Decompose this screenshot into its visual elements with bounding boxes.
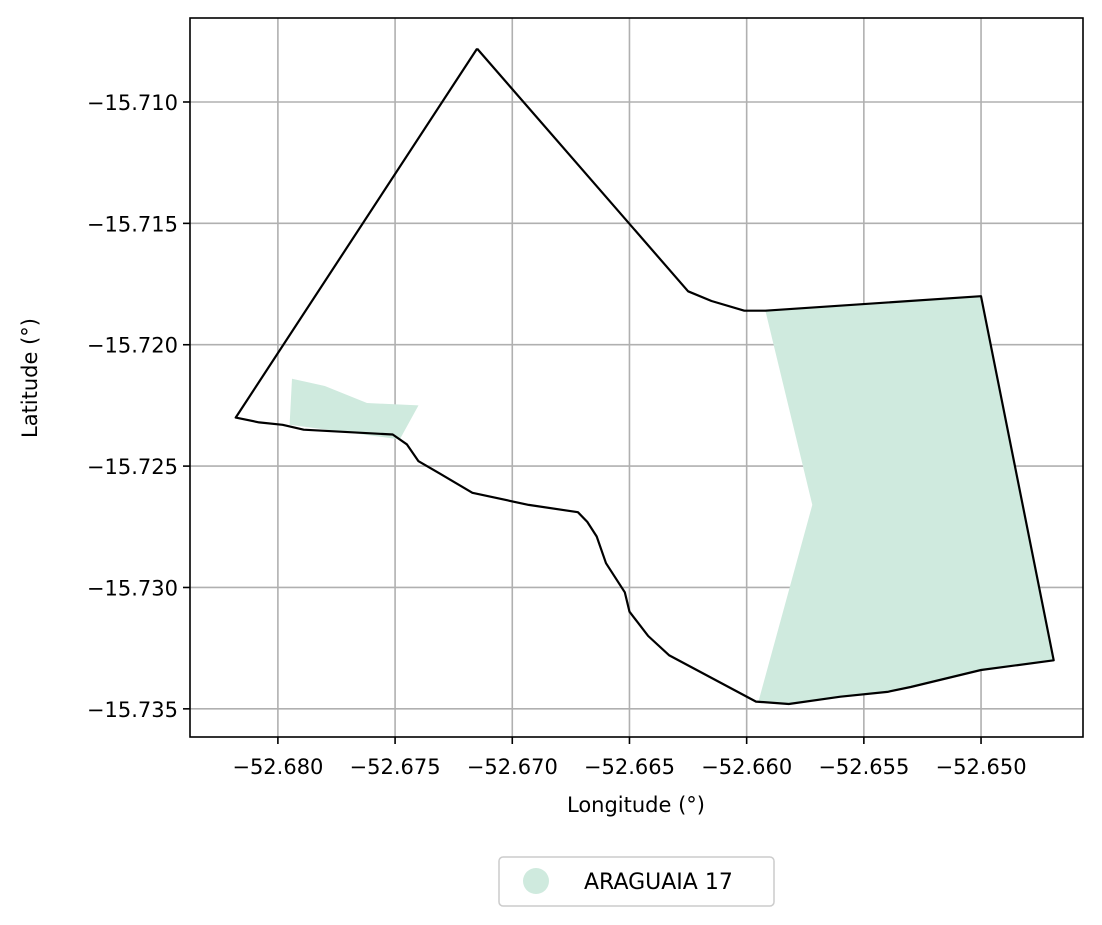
legend-box xyxy=(498,856,775,907)
y-tick-label: −15.710 xyxy=(87,91,178,115)
y-axis-ticks: −15.710 −15.715 −15.720 −15.725 −15.730 −15.7… xyxy=(87,91,190,722)
y-tick-label: −15.725 xyxy=(87,455,178,479)
y-axis-label: Latitude (°) xyxy=(18,318,42,438)
boundary-outline-path xyxy=(234,47,1055,706)
x-tick-label: −52.650 xyxy=(936,755,1027,779)
x-tick-label: −52.680 xyxy=(232,755,323,779)
x-tick-label: −52.670 xyxy=(467,755,558,779)
boundary-outline xyxy=(234,47,1055,706)
legend-entry-label: ARAGUAIA 17 xyxy=(584,870,733,895)
filled-areas xyxy=(289,296,1054,704)
y-tick-label: −15.720 xyxy=(87,334,178,358)
y-tick-label: −15.735 xyxy=(87,698,178,722)
x-axis-label: Longitude (°) xyxy=(567,793,705,817)
x-tick-label: −52.665 xyxy=(584,755,675,779)
legend-marker-araguaia-17 xyxy=(523,868,549,894)
filled-area-2 xyxy=(289,378,419,440)
x-tick-label: −52.655 xyxy=(818,755,909,779)
filled-area-1 xyxy=(758,296,1054,704)
x-tick-label: −52.675 xyxy=(350,755,441,779)
plot-frame xyxy=(189,17,1084,738)
legend: ARAGUAIA 17 xyxy=(498,856,775,907)
y-tick-label: −15.715 xyxy=(87,212,178,236)
x-axis-ticks: −52.680 −52.675 −52.670 −52.665 −52.660 −52.6… xyxy=(232,737,1027,779)
x-tick-label: −52.660 xyxy=(701,755,792,779)
y-tick-label: −15.730 xyxy=(87,576,178,600)
